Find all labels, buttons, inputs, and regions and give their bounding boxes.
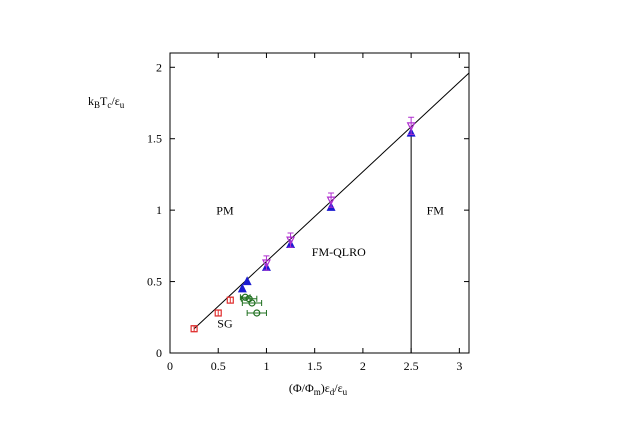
label-subscript: u xyxy=(120,100,125,110)
point xyxy=(326,196,336,206)
point xyxy=(286,236,296,246)
point xyxy=(241,293,249,301)
x-tick-label: 2 xyxy=(360,359,366,373)
region-label: FM-QLRO xyxy=(312,245,366,259)
point xyxy=(237,283,247,293)
point xyxy=(190,325,198,333)
label-part: T xyxy=(100,94,108,108)
label-part: /ε xyxy=(111,94,119,108)
error-bar xyxy=(246,310,267,316)
error-bar xyxy=(215,309,222,317)
x-tick-label: 2.5 xyxy=(404,359,419,373)
error-bar xyxy=(240,295,258,302)
label-part: /ε xyxy=(334,381,342,395)
point xyxy=(261,259,271,269)
x-tick-label: 1.5 xyxy=(307,359,322,373)
x-tick-label: 3 xyxy=(456,359,462,373)
label-part: (Φ/Φ xyxy=(289,381,314,395)
label-subscript: c xyxy=(107,100,111,110)
x-tick-label: 0 xyxy=(167,359,173,373)
label-subscript: u xyxy=(343,387,348,397)
point xyxy=(214,309,222,317)
x-axis-label: (Φ/Φm)εd/εu xyxy=(289,381,348,397)
plot-frame xyxy=(169,52,470,354)
point xyxy=(226,296,234,304)
point xyxy=(248,299,256,307)
y-tick-label: 1.5 xyxy=(147,132,162,146)
region-label: SG xyxy=(217,316,233,330)
y-axis-label: kBTc/εu xyxy=(88,94,125,110)
label-subscript: B xyxy=(94,100,100,110)
error-bar xyxy=(241,300,263,306)
label-part: )ε xyxy=(321,381,330,395)
point xyxy=(253,309,261,317)
y-tick-label: 2 xyxy=(156,60,162,74)
y-tick-label: 0 xyxy=(156,346,162,360)
point xyxy=(406,122,416,132)
point xyxy=(242,276,252,286)
error-bar xyxy=(227,296,234,304)
error-bar xyxy=(408,116,415,135)
y-tick-label: 1 xyxy=(156,203,162,217)
region-label: PM xyxy=(216,203,234,217)
x-tick-label: 1 xyxy=(263,359,269,373)
region-label: FM xyxy=(427,203,445,217)
label-subscript: m xyxy=(314,387,321,397)
label-subscript: d xyxy=(330,387,335,397)
label-part: k xyxy=(88,94,94,108)
x-tick-label: 0.5 xyxy=(211,359,226,373)
y-tick-label: 0.5 xyxy=(147,275,162,289)
